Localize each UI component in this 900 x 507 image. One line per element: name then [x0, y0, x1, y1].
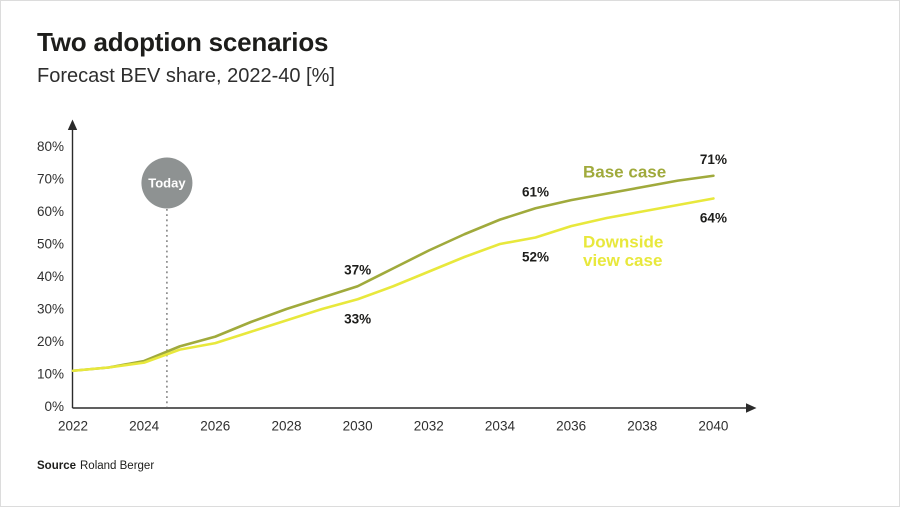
today-marker-label: Today	[148, 176, 186, 191]
data-point-label: 64%	[700, 211, 727, 226]
y-axis-tick-label: 60%	[37, 204, 64, 219]
source-note: Source Roland Berger	[37, 460, 154, 472]
chart-header: Two adoption scenarios Forecast BEV shar…	[37, 27, 335, 88]
legend-label-downside-view-case: view case	[583, 251, 662, 270]
x-axis-tick-label: 2030	[343, 419, 373, 434]
y-axis-tick-label: 80%	[37, 139, 64, 154]
x-axis-tick-label: 2028	[271, 419, 301, 434]
x-axis-arrow-icon	[746, 403, 757, 413]
x-axis-tick-label: 2024	[129, 419, 160, 434]
y-axis-tick-label: 30%	[37, 302, 64, 317]
x-axis-tick-label: 2026	[200, 419, 230, 434]
x-axis-tick-label: 2022	[58, 419, 88, 434]
data-point-label: 52%	[522, 250, 549, 265]
y-axis-arrow-icon	[67, 119, 78, 130]
y-axis-tick-label: 0%	[44, 399, 64, 414]
data-point-label: 33%	[344, 311, 371, 326]
source-value: Roland Berger	[80, 460, 155, 472]
x-axis-tick-label: 2034	[485, 419, 516, 434]
x-axis-tick-label: 2040	[698, 419, 728, 434]
x-axis-tick-label: 2038	[627, 419, 657, 434]
source-label: Source	[37, 460, 76, 472]
legend-label-downside-view-case: Downside	[583, 233, 663, 252]
legend-label-base-case: Base case	[583, 163, 666, 182]
page-title: Two adoption scenarios	[37, 27, 329, 57]
y-axis-tick-label: 20%	[37, 334, 64, 349]
y-axis-tick-label: 70%	[37, 172, 64, 187]
data-point-label: 37%	[344, 262, 371, 277]
y-axis-tick-label: 10%	[37, 367, 64, 382]
page-subtitle: Forecast BEV share, 2022-40 [%]	[37, 65, 335, 87]
today-marker-circle	[141, 157, 193, 209]
base-case-line	[71, 174, 715, 373]
x-axis-tick-label: 2032	[414, 419, 444, 434]
y-axis-tick-label: 50%	[37, 237, 64, 252]
data-point-label: 71%	[700, 152, 727, 167]
downside-view-case-line	[71, 197, 715, 373]
x-axis-tick-label: 2036	[556, 419, 586, 434]
data-point-label: 61%	[522, 184, 549, 199]
y-axis-tick-label: 40%	[37, 269, 64, 284]
